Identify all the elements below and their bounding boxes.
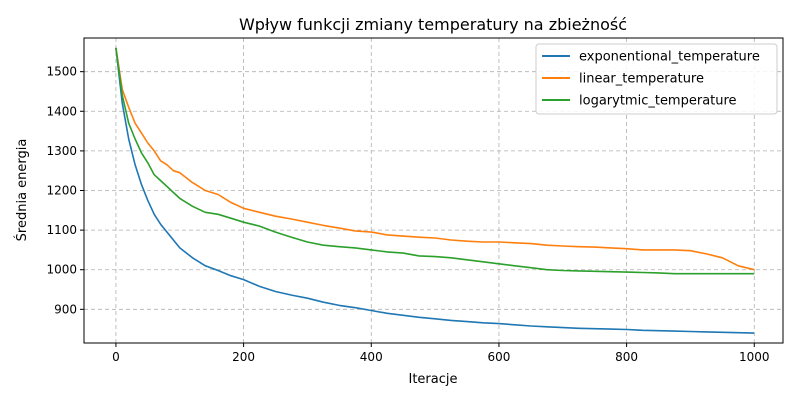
legend-label: exponentional_temperature — [579, 50, 760, 65]
legend: exponentional_temperature linear_temperat… — [535, 43, 778, 115]
series-line-linear_temperature — [115, 47, 755, 271]
ticks: 0 200 400 600 800 1000 900 1000 1100 1200 1300 1400… — [46, 65, 769, 364]
x-tick-label: 200 — [232, 350, 255, 364]
y-tick-label: 1000 — [46, 263, 77, 277]
series-line-logarytmic_temperature — [115, 47, 755, 275]
y-tick-label: 1100 — [46, 223, 77, 237]
y-axis-label: Średnia energia — [14, 139, 30, 242]
y-tick-label: 900 — [54, 302, 77, 316]
x-axis-label: Iteracje — [409, 372, 458, 387]
y-tick-label: 1400 — [46, 104, 77, 118]
series-group — [115, 47, 755, 334]
y-tick-label: 1500 — [46, 65, 77, 79]
legend-label: logarytmic_temperature — [579, 94, 737, 109]
x-tick-label: 800 — [615, 350, 638, 364]
x-tick-label: 600 — [487, 350, 510, 364]
y-tick-label: 1300 — [46, 144, 77, 158]
y-tick-label: 1200 — [46, 184, 77, 198]
series-line-exponentional_temperature — [115, 47, 755, 334]
x-tick-label: 0 — [112, 350, 120, 364]
x-tick-label: 1000 — [739, 350, 770, 364]
chart-title: Wpływ funkcji zmiany temperatury na zbie… — [239, 15, 627, 34]
legend-label: linear_temperature — [579, 72, 704, 87]
x-tick-label: 400 — [360, 350, 383, 364]
legend-box — [535, 43, 778, 115]
